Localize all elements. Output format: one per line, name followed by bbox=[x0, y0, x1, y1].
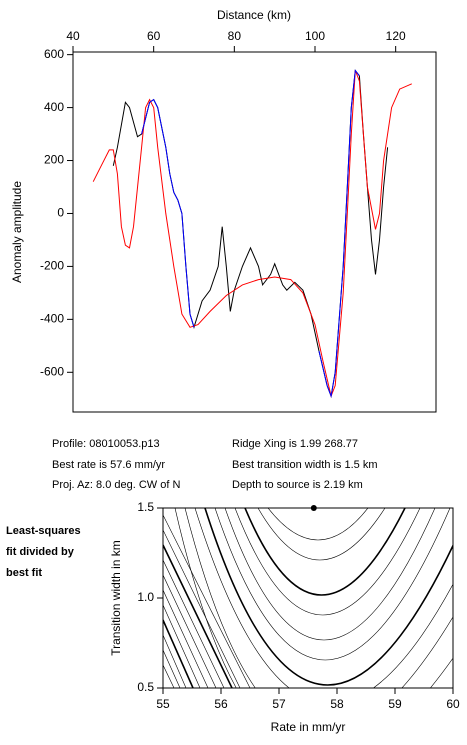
y-tick-label: -400 bbox=[40, 312, 64, 326]
contour bbox=[163, 649, 181, 688]
side-label: fit divided by bbox=[6, 546, 75, 558]
data-line bbox=[141, 69, 360, 398]
data-line bbox=[92, 70, 413, 398]
x-tick-label: 80 bbox=[228, 29, 242, 43]
x-tick-label: 56 bbox=[214, 697, 228, 711]
y-tick-label: -600 bbox=[40, 364, 64, 378]
side-label: Least-squares bbox=[6, 525, 81, 537]
y-tick-label: 0 bbox=[57, 206, 64, 220]
contour bbox=[267, 508, 369, 541]
info: Depth to source is 2.19 km bbox=[232, 479, 363, 491]
contour bbox=[163, 544, 233, 688]
y-tick-label: 600 bbox=[44, 47, 64, 61]
plot-frame bbox=[162, 507, 454, 689]
contour bbox=[204, 508, 453, 686]
contour bbox=[163, 574, 217, 688]
x-tick-label: 58 bbox=[330, 697, 344, 711]
contour bbox=[234, 508, 421, 616]
contour bbox=[163, 589, 209, 688]
contour bbox=[214, 508, 451, 661]
y-tick-label: 400 bbox=[44, 100, 64, 114]
contour bbox=[163, 664, 175, 688]
contour bbox=[163, 619, 194, 688]
y-tick-label: 0.5 bbox=[137, 680, 154, 694]
y-axis-label: Transition width in km bbox=[109, 540, 123, 656]
x-tick-label: 40 bbox=[66, 29, 80, 43]
contour bbox=[224, 508, 436, 641]
x-tick-label: 100 bbox=[305, 29, 325, 43]
y-tick-label: -200 bbox=[40, 259, 64, 273]
side-label: best fit bbox=[6, 567, 42, 579]
contour bbox=[163, 529, 241, 688]
contours bbox=[163, 508, 453, 688]
contour bbox=[174, 508, 453, 688]
info: Proj. Az: 8.0 deg. CW of N bbox=[52, 479, 180, 491]
contour bbox=[244, 508, 406, 596]
contour bbox=[163, 634, 187, 688]
info: Best rate is 57.6 mm/yr bbox=[52, 459, 165, 471]
y-tick-label: 1.5 bbox=[137, 500, 154, 514]
x-tick-label: 55 bbox=[156, 697, 170, 711]
x-tick-label: 59 bbox=[388, 697, 402, 711]
contour bbox=[163, 559, 225, 688]
best-fit-point bbox=[310, 505, 317, 511]
info: Profile: 08010053.p13 bbox=[52, 438, 160, 450]
x-tick-label: 60 bbox=[147, 29, 161, 43]
contour bbox=[163, 604, 201, 688]
contour bbox=[163, 514, 251, 688]
x-axis-label: Rate in mm/yr bbox=[271, 720, 346, 734]
info: Best transition width is 1.5 km bbox=[232, 459, 378, 471]
x-axis-label: Distance (km) bbox=[217, 8, 291, 22]
x-tick-label: 120 bbox=[386, 29, 406, 43]
x-tick-label: 60 bbox=[446, 697, 460, 711]
y-axis-label: Anomaly amplitude bbox=[10, 181, 24, 283]
info: Ridge Xing is 1.99 268.77 bbox=[232, 438, 358, 450]
contour bbox=[257, 508, 386, 561]
y-tick-label: 1.0 bbox=[137, 590, 154, 604]
plot-frame bbox=[72, 51, 437, 413]
contour bbox=[184, 508, 453, 688]
contour bbox=[194, 508, 453, 688]
x-tick-label: 57 bbox=[272, 697, 286, 711]
y-tick-label: 200 bbox=[44, 153, 64, 167]
